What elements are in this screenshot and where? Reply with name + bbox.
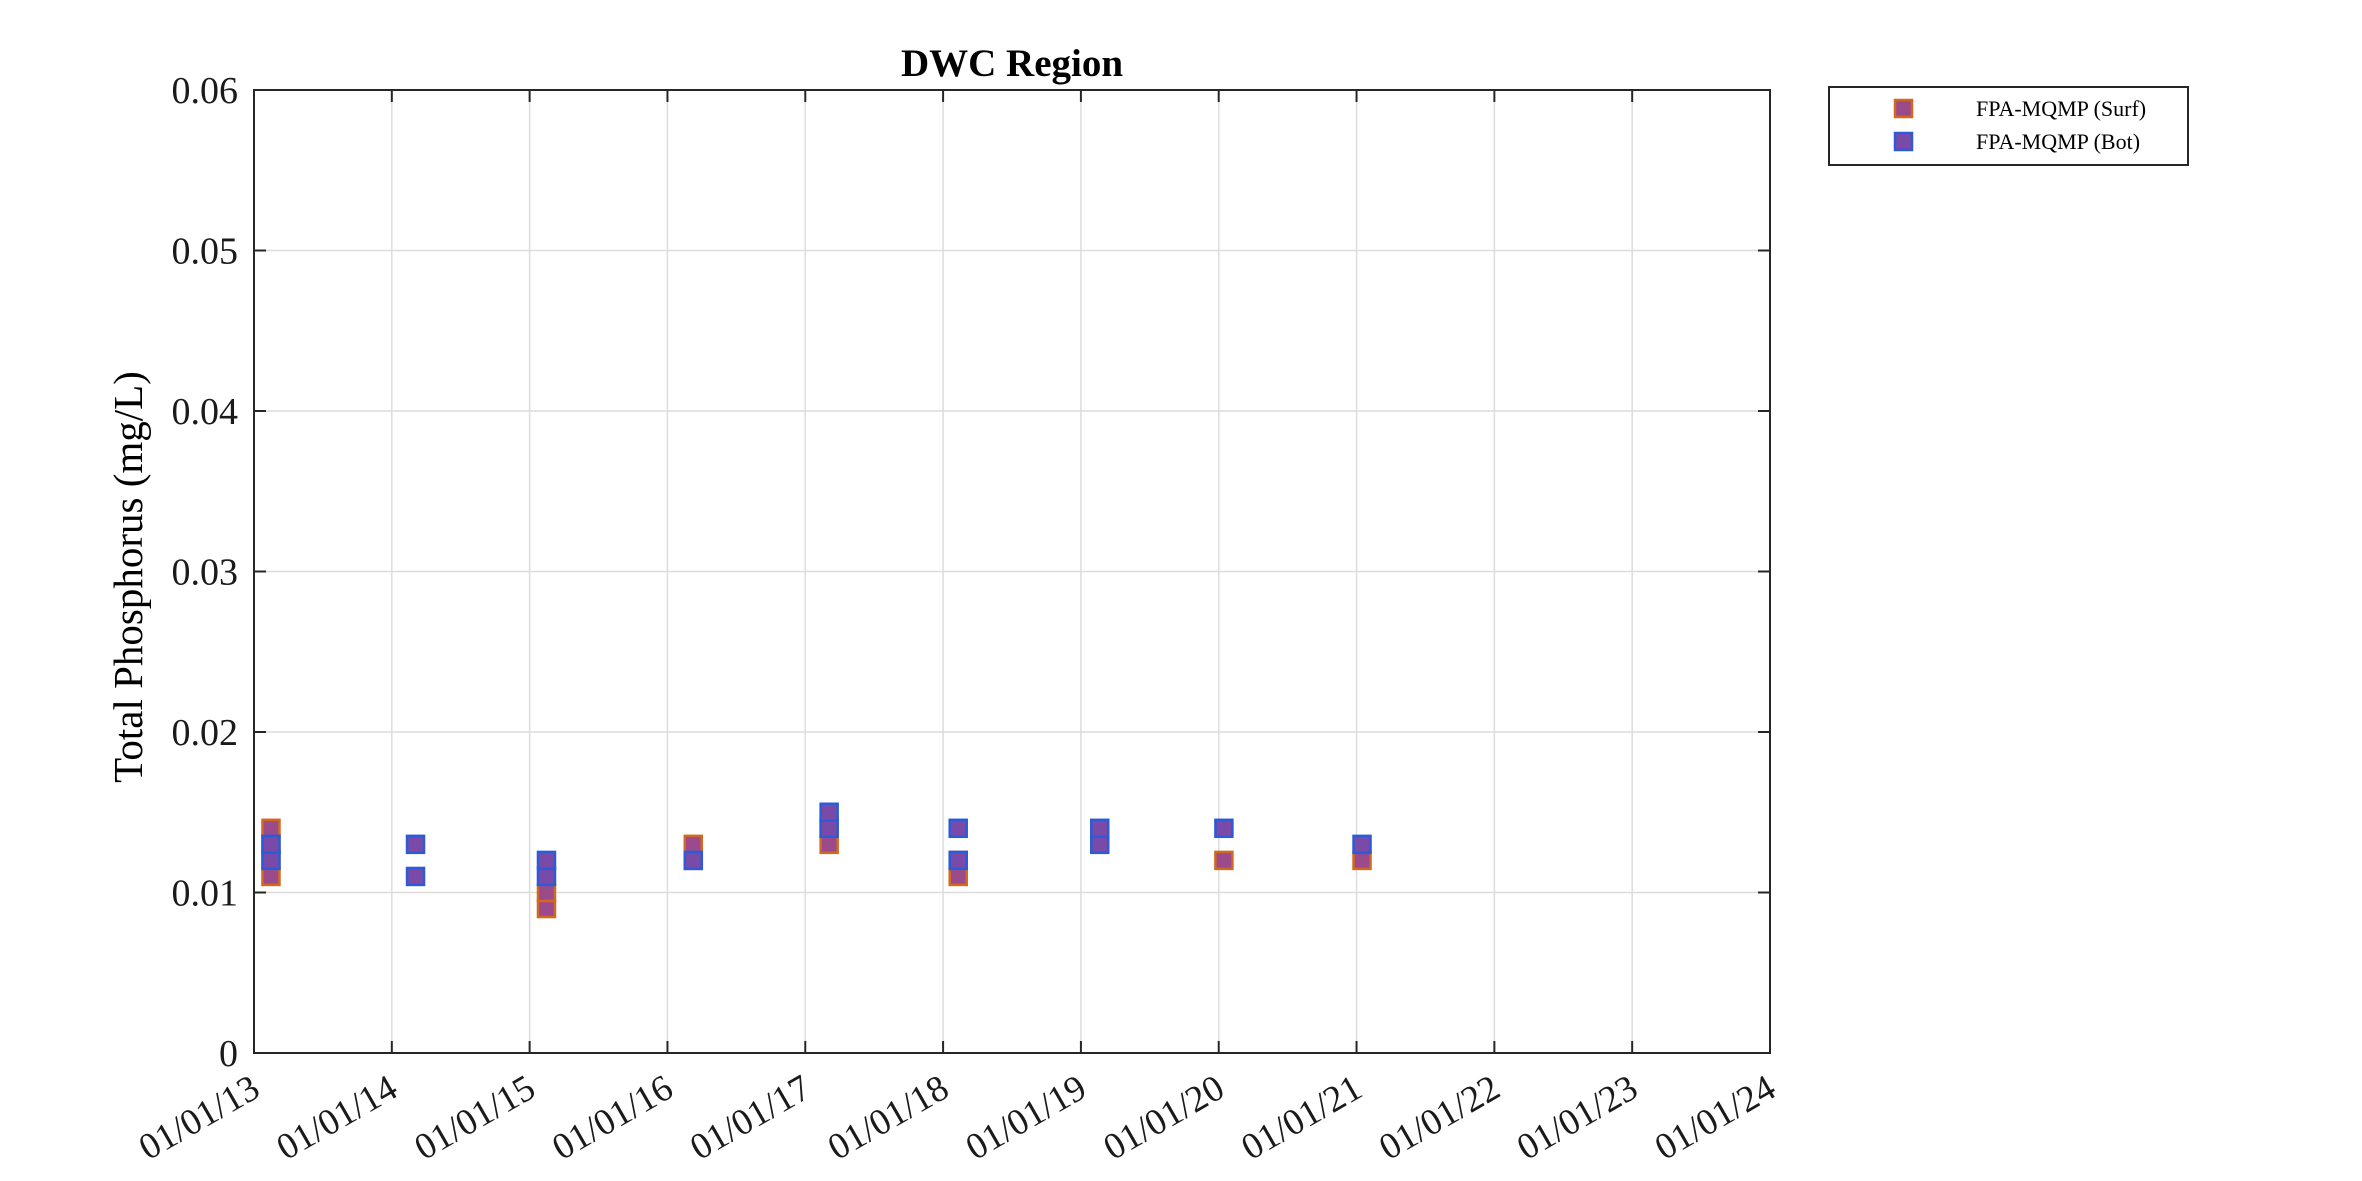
y-tick-label: 0	[219, 1033, 238, 1075]
plot-area-border	[253, 89, 1771, 1054]
y-tick-label: 0.01	[172, 873, 239, 915]
surf-point	[683, 834, 704, 855]
bot-point	[1352, 834, 1372, 855]
x-tick-label: 01/01/14	[270, 1067, 404, 1168]
y-axis-ticks: 0 0.01 0.02 0.03 0.04 0.05 0.06	[172, 70, 1770, 1075]
surf-point	[819, 834, 839, 855]
surf-point	[1214, 850, 1234, 871]
y-tick-label: 0.06	[172, 70, 239, 112]
bot-point	[536, 850, 557, 871]
legend-marker-bot	[1893, 131, 1914, 152]
surf-point	[261, 818, 281, 839]
legend-marker-surf	[1893, 98, 1914, 119]
bot-point	[1089, 818, 1110, 839]
y-tick-label: 0.04	[172, 391, 239, 433]
legend-box	[1828, 86, 2189, 166]
bot-point	[948, 850, 968, 871]
x-tick-label: 01/01/24	[1648, 1067, 1782, 1168]
x-tick-label: 01/01/21	[1235, 1067, 1369, 1168]
bot-point	[536, 866, 557, 887]
grid	[253, 89, 1771, 1054]
bot-point	[948, 818, 968, 839]
bot-point	[683, 850, 704, 871]
bot-point	[1214, 818, 1234, 839]
surf-point	[536, 882, 557, 903]
x-tick-label: 01/01/16	[546, 1067, 680, 1168]
legend-label-surf: FPA-MQMP (Surf)	[1976, 96, 2146, 121]
surf-point	[1352, 850, 1372, 871]
surf-point	[948, 866, 968, 887]
legend: FPA-MQMP (Surf) FPA-MQMP (Bot)	[1828, 86, 2189, 166]
chart-title: DWC Region	[901, 42, 1123, 85]
x-tick-label: 01/01/15	[408, 1067, 542, 1168]
bot-point	[819, 802, 839, 822]
data-points	[261, 802, 1372, 919]
x-tick-label: 01/01/17	[683, 1067, 817, 1168]
x-tick-label: 01/01/20	[1097, 1067, 1231, 1168]
surf-point	[261, 866, 281, 887]
x-tick-label: 01/01/13	[132, 1067, 266, 1168]
bot-point	[1089, 834, 1110, 855]
surf-point	[536, 898, 557, 919]
bot-point	[261, 850, 281, 871]
x-tick-label: 01/01/22	[1372, 1067, 1506, 1168]
x-tick-label: 01/01/18	[821, 1067, 955, 1168]
bot-point	[819, 818, 839, 839]
legend-label-bot: FPA-MQMP (Bot)	[1976, 129, 2140, 154]
x-tick-label: 01/01/23	[1510, 1067, 1644, 1168]
y-tick-label: 0.05	[172, 231, 239, 273]
y-tick-label: 0.03	[172, 552, 239, 594]
y-tick-label: 0.02	[172, 712, 239, 754]
bot-point	[261, 834, 281, 855]
bot-point	[405, 834, 426, 855]
x-tick-label: 01/01/19	[959, 1067, 1093, 1168]
x-axis-ticks: 01/01/13 01/01/14 01/01/15 01/01/16 01/01/17…	[132, 90, 1783, 1169]
bot-point	[405, 866, 426, 887]
y-axis-label: Total Phosphorus (mg/L)	[105, 371, 151, 783]
